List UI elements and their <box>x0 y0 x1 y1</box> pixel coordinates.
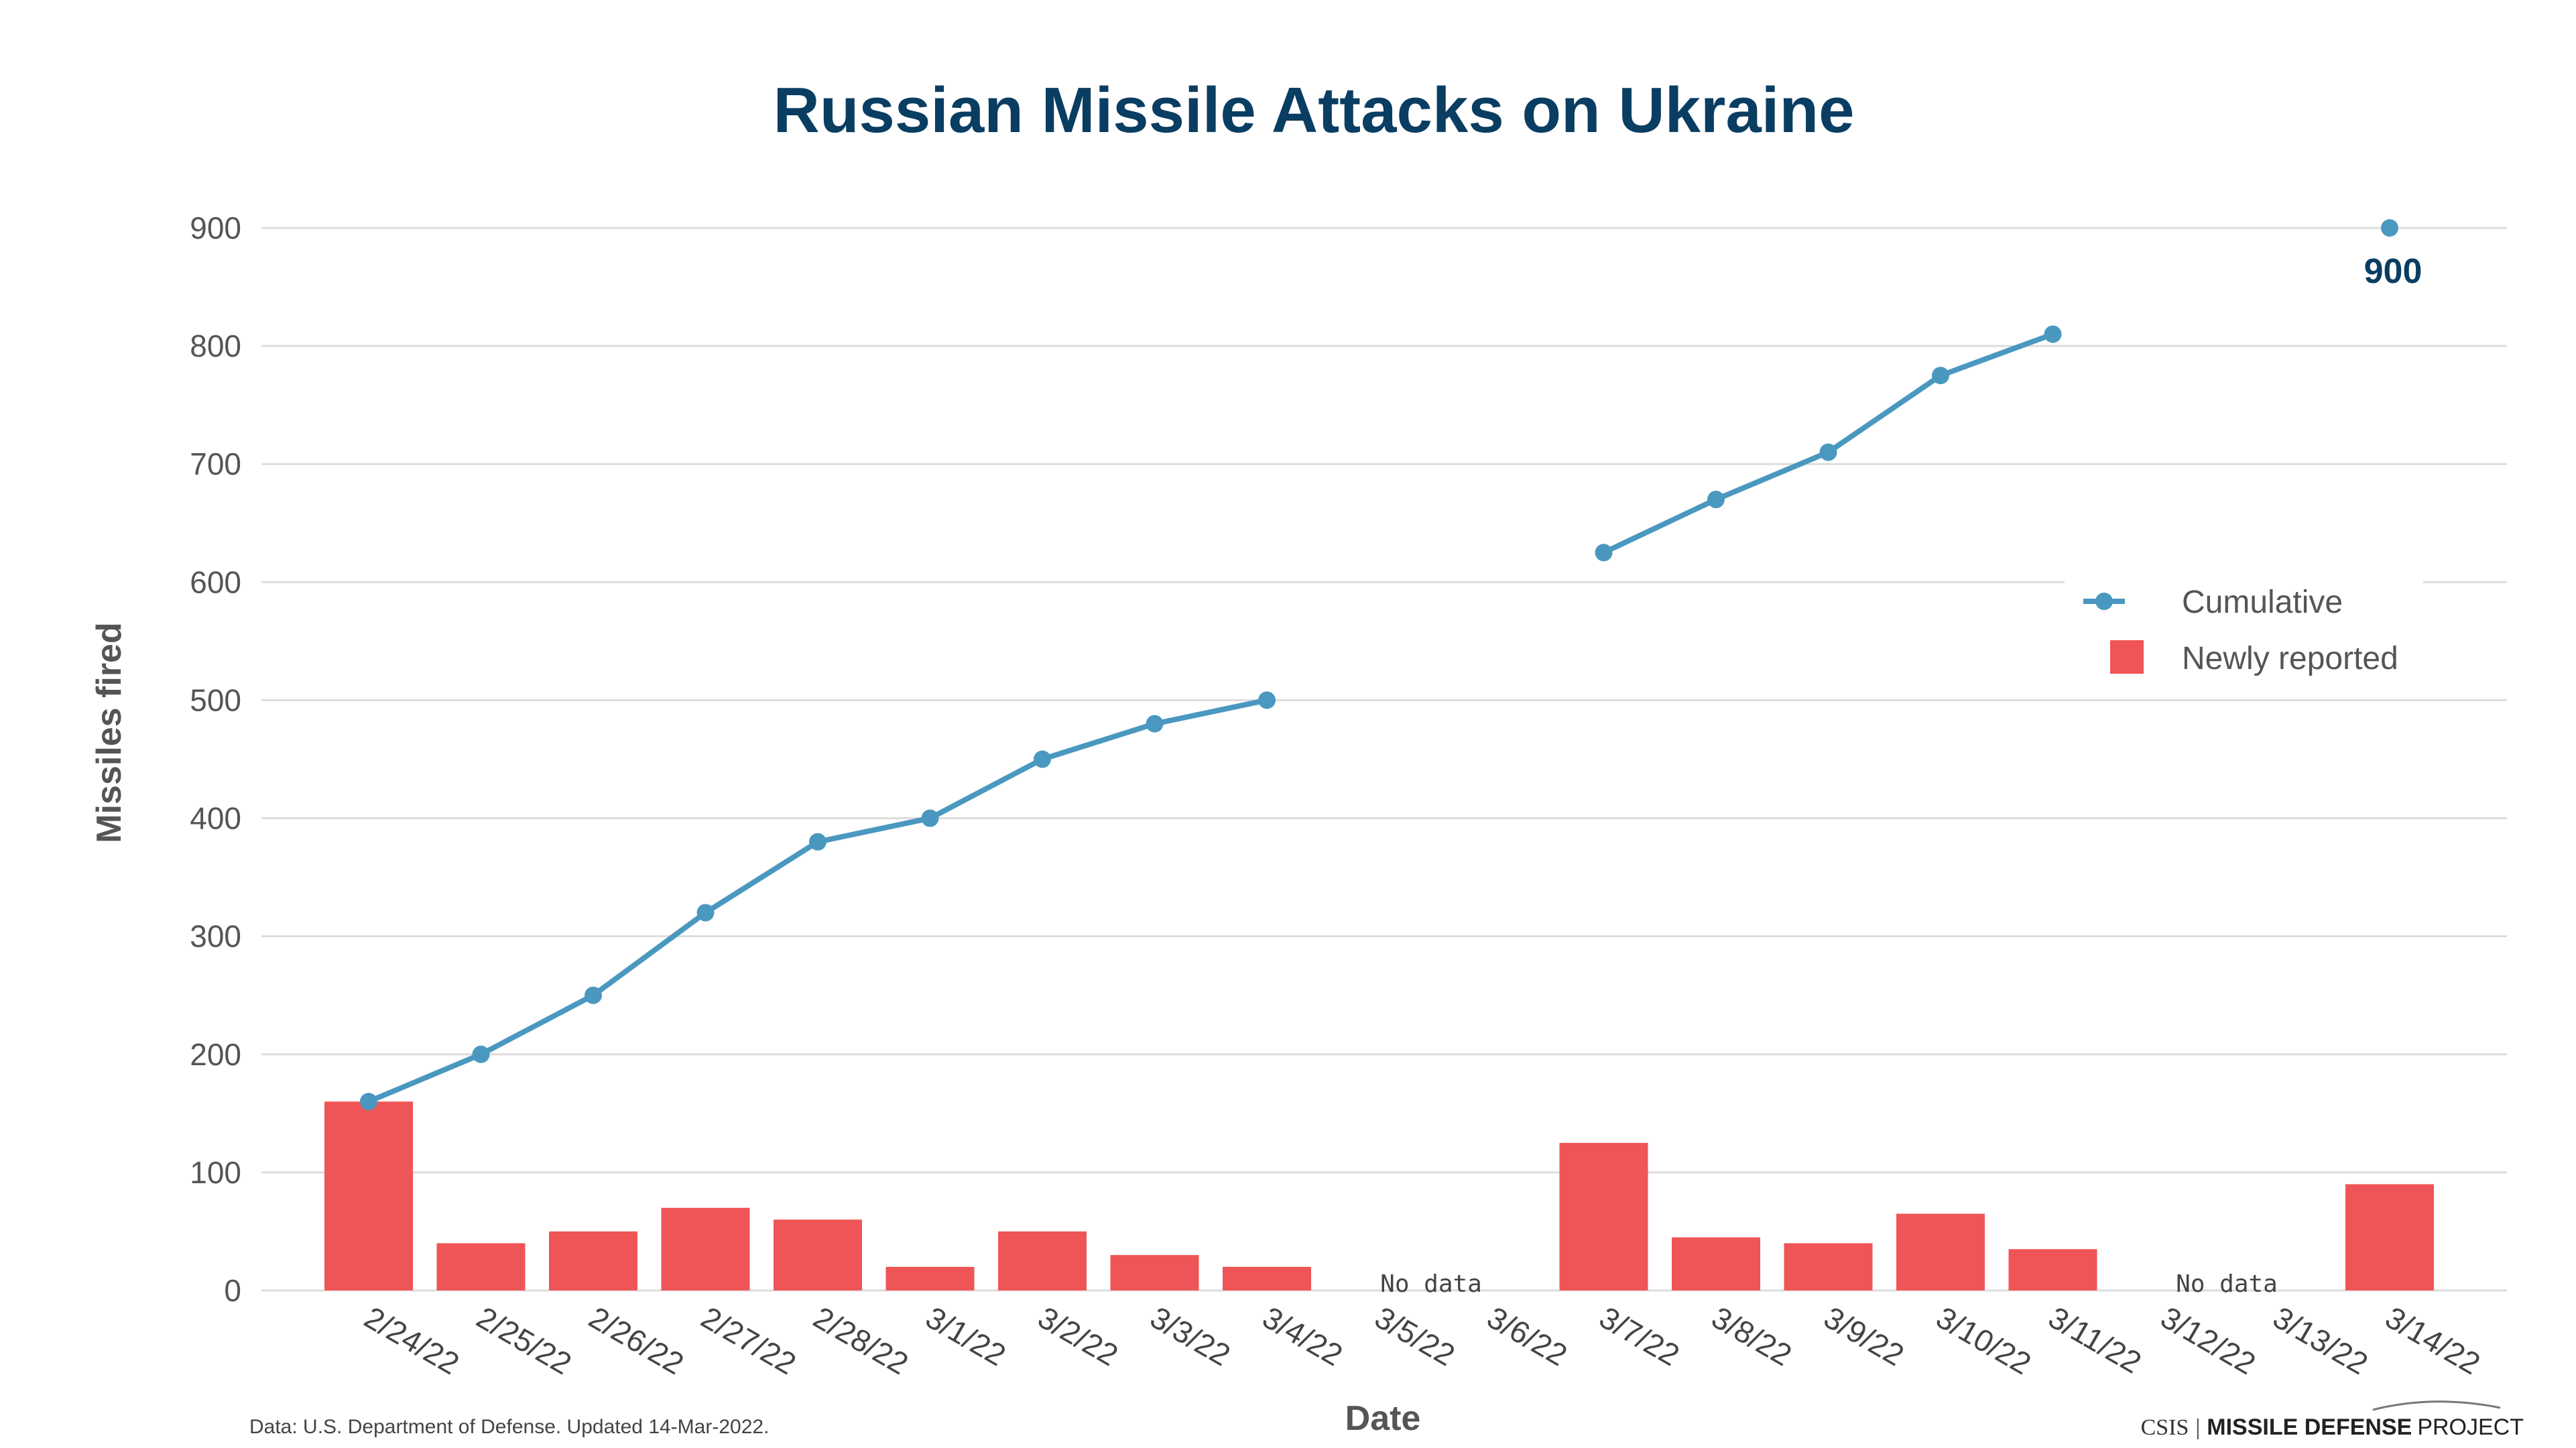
bar-3-4-22 <box>1223 1266 1311 1290</box>
legend: Cumulative Newly reported <box>2065 573 2423 697</box>
x-tick-label-2-27-22: 2/27/22 <box>696 1300 802 1382</box>
cumulative-point-3-8-22 <box>1707 491 1725 509</box>
bar-3-1-22 <box>885 1266 975 1290</box>
x-tick-label-3-10-22: 3/10/22 <box>1930 1300 2037 1382</box>
x-tick-label-3-6-22: 3/6/22 <box>1481 1300 1573 1373</box>
cumulative-point-3-9-22 <box>1819 443 1837 461</box>
bar-2-25-22 <box>436 1243 526 1290</box>
x-tick-label-3-13-22: 3/13/22 <box>2268 1300 2374 1382</box>
source-note: Data: U.S. Department of Defense. Update… <box>249 1416 769 1438</box>
chart-title: Russian Missile Attacks on Ukraine <box>773 74 1854 146</box>
x-tick-label-2-28-22: 2/28/22 <box>808 1300 914 1382</box>
y-tick-label-300: 300 <box>190 919 241 954</box>
y-tick-label-200: 200 <box>190 1037 241 1072</box>
bar-3-7-22 <box>1559 1142 1648 1290</box>
cumulative-point-3-11-22 <box>2044 325 2062 343</box>
x-tick-label-3-3-22: 3/3/22 <box>1145 1300 1237 1373</box>
bar-2-24-22 <box>324 1101 413 1290</box>
legend-label-cumulative: Cumulative <box>2182 585 2343 620</box>
cumulative-line-segment-1 <box>367 697 1268 1104</box>
x-tick-label-3-5-22: 3/5/22 <box>1369 1300 1461 1373</box>
cumulative-point-2-28-22 <box>809 833 826 851</box>
y-tick-label-600: 600 <box>190 564 241 599</box>
x-tick-label-3-1-22: 3/1/22 <box>920 1300 1012 1373</box>
no-data-label-2: No data <box>2176 1270 2278 1298</box>
final-value-label: 900 <box>2364 252 2422 291</box>
y-tick-label-500: 500 <box>190 682 241 717</box>
x-tick-label-3-14-22: 3/14/22 <box>2380 1300 2486 1382</box>
y-tick-label-800: 800 <box>190 328 241 363</box>
bar-2-27-22 <box>661 1207 750 1290</box>
x-tick-label-3-4-22: 3/4/22 <box>1257 1300 1349 1373</box>
y-tick-label-100: 100 <box>190 1155 241 1190</box>
gridlines <box>261 227 2507 1292</box>
bar-2-28-22 <box>774 1219 862 1290</box>
x-tick-label-3-2-22: 3/2/22 <box>1032 1300 1124 1373</box>
cumulative-point-3-4-22 <box>1258 691 1276 709</box>
bar-3-11-22 <box>2008 1249 2097 1290</box>
y-tick-label-400: 400 <box>190 801 241 836</box>
legend-marker-swatch <box>2095 593 2113 610</box>
cumulative-point-3-3-22 <box>1146 715 1164 733</box>
y-axis-title: Missiles fired <box>90 622 129 843</box>
logo-arc <box>2372 1400 2501 1411</box>
y-tick-label-900: 900 <box>190 210 241 245</box>
bar-3-10-22 <box>1896 1213 1985 1290</box>
x-tick-label-3-12-22: 3/12/22 <box>2155 1300 2262 1382</box>
x-tick-label-3-7-22: 3/7/22 <box>1594 1300 1686 1373</box>
cumulative-point-2-25-22 <box>472 1045 490 1063</box>
brand-logo: CSIS | MISSILE DEFENSE PROJECT <box>2141 1400 2524 1440</box>
legend-background <box>2065 573 2423 697</box>
x-tick-label-2-26-22: 2/26/22 <box>583 1300 690 1382</box>
legend-bar-swatch <box>2110 640 2144 674</box>
bar-3-14-22 <box>2345 1184 2434 1290</box>
bar-2-26-22 <box>549 1231 637 1290</box>
x-axis-title: Date <box>1345 1399 1421 1438</box>
y-tick-label-0: 0 <box>224 1273 241 1308</box>
bar-3-3-22 <box>1110 1255 1199 1290</box>
x-axis-ticks: 2/24/22 2/25/22 2/26/22 2/27/22 2/28/22 3/1/2… <box>359 1300 2486 1382</box>
bars <box>324 1101 2434 1290</box>
cumulative-point-3-7-22 <box>1595 544 1613 562</box>
x-tick-label-2-24-22: 2/24/22 <box>359 1300 465 1382</box>
cumulative-point-2-27-22 <box>696 904 715 922</box>
cumulative-point-3-1-22 <box>921 809 939 827</box>
bar-3-9-22 <box>1784 1243 1873 1290</box>
legend-label-newly-reported: Newly reported <box>2182 641 2398 676</box>
x-tick-label-3-8-22: 3/8/22 <box>1706 1300 1798 1373</box>
cumulative-point-3-10-22 <box>1932 367 1949 385</box>
x-tick-label-2-25-22: 2/25/22 <box>471 1300 578 1382</box>
cumulative-line <box>360 219 2398 1111</box>
x-tick-label-3-11-22: 3/11/22 <box>2043 1300 2148 1380</box>
bar-3-2-22 <box>998 1231 1087 1290</box>
y-axis-ticks: 0 100 200 300 400 500 600 700 800 900 <box>190 210 241 1308</box>
cumulative-point-3-2-22 <box>1034 750 1051 768</box>
cumulative-point-2-24-22 <box>360 1093 377 1111</box>
y-tick-label-700: 700 <box>190 446 241 481</box>
no-data-label-1: No data <box>1380 1270 1482 1298</box>
logo-text: CSIS | MISSILE DEFENSE PROJECT <box>2141 1414 2524 1440</box>
bar-3-8-22 <box>1672 1237 1760 1290</box>
cumulative-line-segment-2 <box>1602 331 2054 555</box>
x-tick-label-3-9-22: 3/9/22 <box>1819 1300 1910 1373</box>
cumulative-point-3-14-22 <box>2381 219 2398 237</box>
cumulative-point-2-26-22 <box>585 986 602 1004</box>
